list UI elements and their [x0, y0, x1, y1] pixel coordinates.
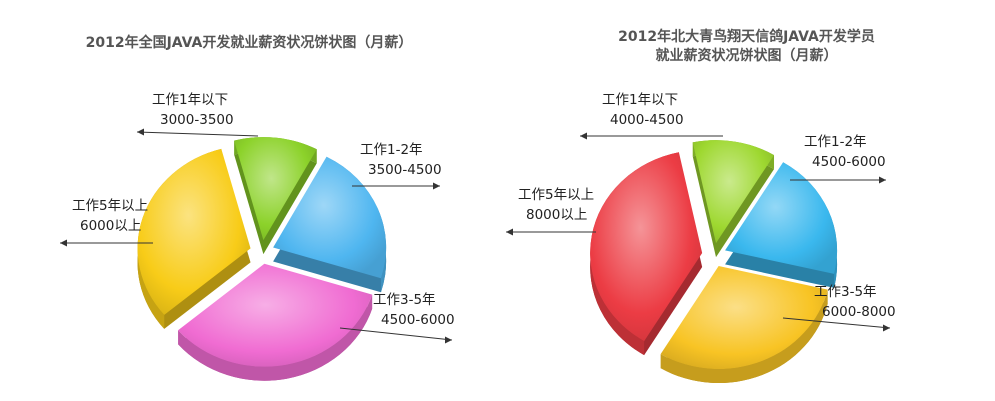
pie-chart-left: 工作1年以下 3000-3500 工作1-2年 3500-4500 工作3-5年 4500…: [60, 92, 455, 381]
slice-label: 工作3-5年: [373, 292, 436, 308]
chart-left: 2012年全国JAVA开发就业薪资状况饼状图（月薪） 工作1年以下 3000-35…: [60, 35, 455, 381]
arrow-head: [883, 324, 890, 332]
pie-slice: [590, 152, 703, 356]
slice-range: 8000以上: [526, 207, 587, 223]
slice-labels: 工作1年以下 3000-3500 工作1-2年 3500-4500 工作3-5年 4500…: [60, 92, 455, 344]
slice-range: 3000-3500: [160, 112, 234, 128]
pie-slice: [234, 137, 317, 255]
chart-title: 2012年全国JAVA开发就业薪资状况饼状图（月薪）: [85, 35, 413, 51]
pie-chart-right: 工作1年以下 4000-4500 工作1-2年 4500-6000 工作3-5年 6000…: [506, 92, 896, 384]
pie-slice: [660, 266, 828, 384]
pie-slice: [178, 263, 373, 381]
arrow-head: [137, 128, 144, 136]
slice-range: 4500-6000: [812, 154, 886, 170]
slice-label: 工作1-2年: [804, 134, 867, 150]
slice-range: 4500-6000: [381, 312, 455, 328]
slice-labels: 工作1年以下 4000-4500 工作1-2年 4500-6000 工作3-5年 6000…: [506, 92, 896, 332]
leader-line: [136, 131, 259, 137]
slice-range: 3500-4500: [368, 162, 442, 178]
slice-label: 工作5年以上: [72, 198, 148, 214]
arrow-head: [445, 336, 452, 344]
arrow-head: [580, 132, 587, 140]
leader-line: [782, 317, 891, 329]
arrow-head: [433, 182, 440, 190]
slice-range: 4000-4500: [610, 112, 684, 128]
slice-range: 6000-8000: [822, 304, 896, 320]
slice-label: 工作5年以上: [518, 187, 594, 203]
slice-label: 工作1年以下: [602, 92, 678, 108]
arrow-head: [879, 176, 886, 184]
slice-label: 工作1-2年: [360, 142, 423, 158]
slice-label: 工作3-5年: [814, 284, 877, 300]
leader-line: [339, 327, 453, 341]
chart-right: 2012年北大青鸟翔天信鸽JAVA开发学员 就业薪资状况饼状图（月薪） 工作1年…: [498, 0, 995, 401]
arrow-head: [60, 239, 67, 247]
pie-slice: [137, 148, 251, 329]
pie-slice: [273, 156, 387, 293]
chart-title: 2012年北大青鸟翔天信鸽JAVA开发学员 就业薪资状况饼状图（月薪）: [618, 29, 875, 64]
pie-slice: [692, 140, 775, 258]
slice-label: 工作1年以下: [152, 92, 228, 108]
slice-range: 6000以上: [80, 218, 141, 234]
arrow-head: [506, 228, 513, 236]
pie-slice: [725, 162, 838, 288]
pie-slices: [590, 140, 838, 384]
pie-slices: [137, 137, 387, 381]
